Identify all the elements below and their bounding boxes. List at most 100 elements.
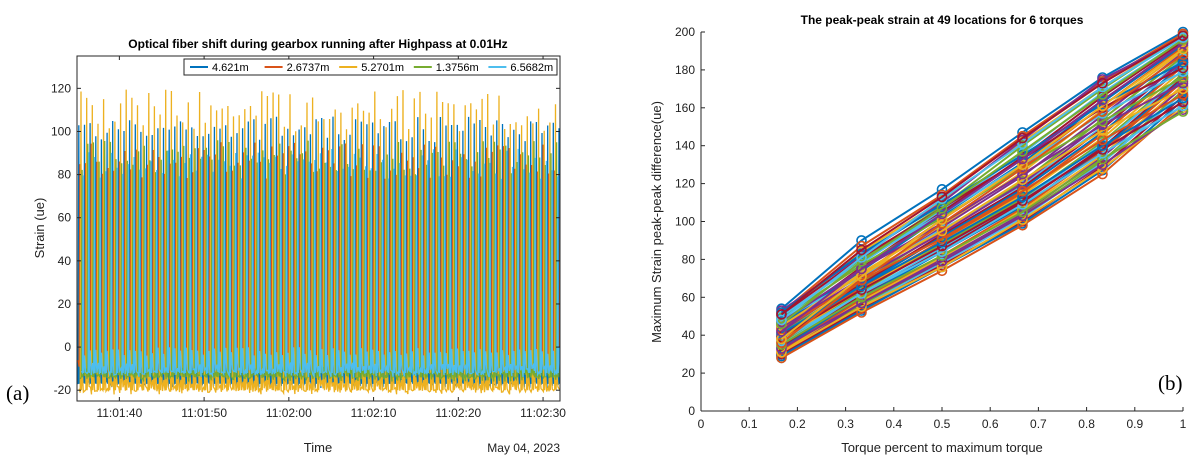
panel-b-line [781, 103, 1184, 359]
panel-b-xlabel: Torque percent to maximum torque [841, 440, 1043, 455]
panel-b-ytick-label: 160 [675, 101, 695, 115]
panel-b-line [780, 48, 1184, 340]
panel-b-point [1017, 132, 1028, 144]
panel-b-line [780, 76, 1184, 348]
panel-b-ytick-label: 60 [682, 290, 696, 304]
panel-b-line [781, 107, 1184, 354]
panel-b-title: The peak-peak strain at 49 locations for… [801, 13, 1084, 27]
panel-a-xtick-label: 11:01:40 [96, 406, 142, 420]
panel-a-series [77, 89, 560, 396]
panel-b-ytick-label: 80 [682, 252, 696, 266]
panel-b-point [1017, 153, 1028, 165]
panel-b-line [780, 34, 1184, 316]
panel-b-xtick-label: 0.1 [741, 417, 758, 431]
panel-b-point [1177, 83, 1189, 95]
panel-a-xtick-label: 11:02:10 [351, 406, 397, 420]
panel-a-line-6.5682m [80, 148, 560, 379]
panel-b-point [1017, 191, 1028, 203]
panel-b-line [780, 82, 1184, 323]
panel-b-point [856, 271, 867, 282]
panel-b-point [1097, 159, 1108, 170]
panel-b-label: (b) [1158, 371, 1183, 395]
panel-b-xtick-label: 0.8 [1078, 417, 1095, 431]
panel-b-line [780, 101, 1184, 338]
panel-a-ytick-label: 20 [58, 297, 72, 311]
panel-b-point [1097, 89, 1108, 100]
panel-a-legend-entry: 2.6737m [287, 62, 330, 74]
panel-a-legend-entry: 5.2701m [361, 62, 404, 74]
panel-b-line [780, 80, 1184, 352]
panel-a-legend-entry: 6.5682m [510, 62, 553, 74]
panel-a-ytick-label: -20 [54, 383, 72, 397]
panel-b-line [780, 36, 1184, 321]
panel-b-xtick-label: 0.5 [934, 417, 951, 431]
panel-b-xtick-label: 0.6 [982, 417, 999, 431]
panel-a-chart: Optical fiber shift during gearbox runni… [6, 37, 566, 455]
panel-b-xtick-label: 0.4 [885, 417, 902, 431]
panel-b-line [780, 88, 1184, 327]
panel-b-point [1177, 56, 1189, 68]
panel-a-xtick-label: 11:02:20 [435, 406, 481, 420]
panel-a-ytick-label: 120 [51, 81, 71, 95]
panel-a-xlabel: Time [304, 440, 332, 455]
panel-b-line [780, 72, 1184, 344]
panel-b-point [856, 263, 867, 275]
panel-a-axes-box [76, 55, 561, 402]
panel-b-point [856, 244, 867, 256]
panel-a-xtick-label: 11:01:50 [181, 406, 227, 420]
panel-b-series [776, 26, 1189, 364]
panel-b-ytick-label: 20 [682, 366, 696, 380]
panel-a-x-ticks: 11:01:40 11:01:50 11:02:00 11:02:10 11:02:20… [96, 56, 566, 420]
panel-b-ylabel: Maximum Strain peak-peak difference(ue) [649, 101, 664, 343]
panel-a-series-4 [80, 148, 560, 379]
panel-a-ytick-label: 80 [58, 168, 72, 182]
panel-b-point [936, 233, 948, 244]
panel-a-xtick-label: 11:02:00 [266, 406, 312, 420]
panel-b-ytick-label: 180 [675, 63, 695, 77]
panel-b-line [780, 105, 1184, 342]
panel-b-point [936, 208, 948, 220]
panel-b-ytick-label: 0 [688, 404, 695, 418]
panel-b-point [1177, 77, 1189, 89]
panel-b-xtick-label: 0.7 [1030, 417, 1047, 431]
panel-a-legend: 4.621m 2.6737m 5.2701m 1.3756m 6.5682m [183, 58, 558, 76]
panel-b-line [780, 93, 1184, 331]
panel-b-point [936, 225, 948, 237]
panel-a-y-ticks: -20 0 20 40 60 80 100 120 [51, 81, 560, 397]
panel-b-point [1177, 30, 1189, 42]
panel-b-line [780, 31, 1184, 310]
panel-b-series-44 [776, 43, 1189, 345]
panel-a-xtick-label: 11:02:30 [520, 406, 566, 420]
panel-b-line [780, 97, 1184, 335]
panel-b-xtick-label: 0.9 [1126, 417, 1143, 431]
panel-b-line [781, 108, 1184, 350]
panel-a-legend-box [183, 58, 558, 76]
panel-b-point [1017, 174, 1028, 186]
panel-b-point [776, 314, 787, 326]
panel-b-point [1017, 185, 1028, 197]
panel-a-ytick-label: 60 [58, 211, 72, 225]
panel-b-point [1097, 77, 1108, 89]
panel-a-legend-entry: 4.621m [212, 62, 249, 74]
panel-b-line [780, 38, 1184, 325]
panel-b-line [780, 42, 1184, 333]
panel-b-point [776, 309, 787, 320]
panel-b-point [1017, 146, 1028, 157]
panel-b-y-ticks: 0 20 40 60 80 100 120 140 160 180 200 [675, 25, 705, 418]
panel-b-series-45 [776, 38, 1189, 337]
panel-b-xtick-label: 0.2 [789, 417, 806, 431]
panel-a-ytick-label: 0 [64, 340, 71, 354]
panel-b-ytick-label: 40 [682, 328, 696, 342]
panel-b-line [780, 110, 1184, 346]
panel-b-point [1017, 206, 1028, 218]
panel-b-point [776, 333, 787, 345]
panel-b-ytick-label: 140 [675, 139, 695, 153]
panel-b-xtick-label: 0 [698, 417, 705, 431]
panel-a-title: Optical fiber shift during gearbox runni… [128, 37, 507, 51]
panel-b-point [1097, 140, 1108, 151]
panel-a-line-5.2701m [78, 89, 560, 396]
panel-a-ytick-label: 100 [51, 124, 71, 138]
panel-b-ytick-label: 100 [675, 215, 695, 229]
panel-a-legend-entry: 1.3756m [436, 62, 479, 74]
